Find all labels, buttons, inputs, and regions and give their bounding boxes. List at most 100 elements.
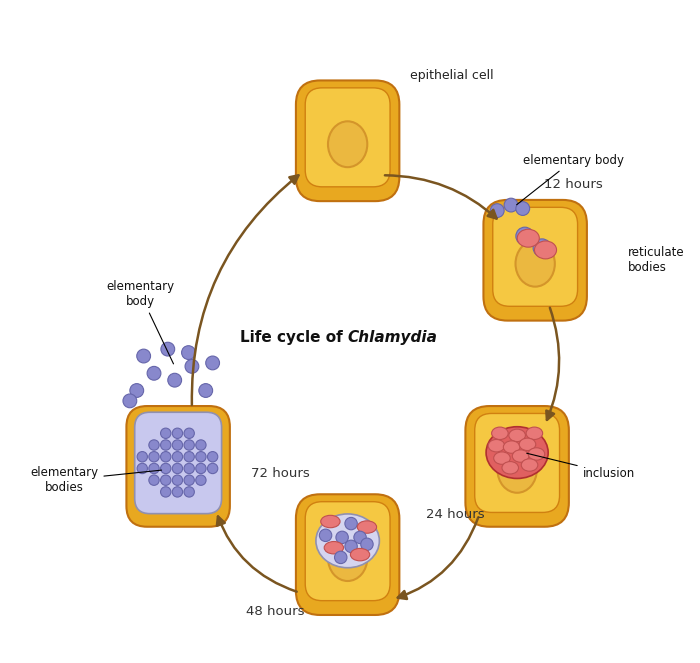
Circle shape xyxy=(196,452,206,462)
Text: elementary
bodies: elementary bodies xyxy=(30,466,162,494)
Circle shape xyxy=(207,463,218,473)
Circle shape xyxy=(147,367,161,380)
Circle shape xyxy=(336,531,349,544)
Text: elementary body: elementary body xyxy=(517,154,624,205)
Circle shape xyxy=(360,538,373,550)
Circle shape xyxy=(184,487,195,497)
Ellipse shape xyxy=(528,448,545,460)
Circle shape xyxy=(533,239,551,257)
FancyArrowPatch shape xyxy=(217,516,297,591)
Ellipse shape xyxy=(328,535,368,581)
Circle shape xyxy=(149,452,159,462)
Circle shape xyxy=(184,428,195,438)
Ellipse shape xyxy=(515,241,555,286)
Circle shape xyxy=(160,463,171,473)
Circle shape xyxy=(345,517,357,530)
Circle shape xyxy=(185,359,199,373)
Circle shape xyxy=(160,487,171,497)
FancyBboxPatch shape xyxy=(134,412,222,514)
Ellipse shape xyxy=(486,427,548,479)
Circle shape xyxy=(196,440,206,450)
Text: epithelial cell: epithelial cell xyxy=(410,69,494,82)
Circle shape xyxy=(137,463,148,473)
Text: 48 hours: 48 hours xyxy=(246,605,304,618)
Circle shape xyxy=(172,463,183,473)
FancyArrowPatch shape xyxy=(385,175,496,219)
Circle shape xyxy=(516,227,534,245)
Ellipse shape xyxy=(503,441,520,453)
Ellipse shape xyxy=(498,447,537,493)
FancyBboxPatch shape xyxy=(493,208,578,306)
Circle shape xyxy=(181,345,195,359)
Circle shape xyxy=(516,202,530,215)
Ellipse shape xyxy=(491,427,508,440)
Circle shape xyxy=(345,540,357,552)
Circle shape xyxy=(172,428,183,438)
Ellipse shape xyxy=(535,241,556,259)
Circle shape xyxy=(160,475,171,485)
Circle shape xyxy=(172,452,183,462)
Circle shape xyxy=(160,440,171,450)
Circle shape xyxy=(184,440,195,450)
Circle shape xyxy=(207,452,218,462)
Ellipse shape xyxy=(526,427,542,440)
Circle shape xyxy=(168,373,181,387)
Ellipse shape xyxy=(519,438,536,451)
Ellipse shape xyxy=(321,515,340,528)
Text: Life cycle of: Life cycle of xyxy=(239,330,348,345)
FancyBboxPatch shape xyxy=(475,414,559,512)
Ellipse shape xyxy=(517,229,539,247)
Ellipse shape xyxy=(488,440,505,452)
FancyBboxPatch shape xyxy=(484,200,587,321)
Ellipse shape xyxy=(502,461,519,474)
Ellipse shape xyxy=(351,548,370,561)
Circle shape xyxy=(172,487,183,497)
Circle shape xyxy=(130,384,143,397)
Ellipse shape xyxy=(509,429,526,442)
FancyArrowPatch shape xyxy=(192,175,298,405)
FancyBboxPatch shape xyxy=(296,495,400,615)
Ellipse shape xyxy=(316,514,379,568)
Circle shape xyxy=(149,440,159,450)
Circle shape xyxy=(206,356,220,370)
Text: elementary
body: elementary body xyxy=(106,280,174,364)
Text: reticulate
bodies: reticulate bodies xyxy=(629,246,685,274)
Ellipse shape xyxy=(328,121,368,167)
FancyArrowPatch shape xyxy=(546,308,559,420)
Circle shape xyxy=(196,463,206,473)
Circle shape xyxy=(137,452,148,462)
FancyBboxPatch shape xyxy=(305,502,390,601)
Ellipse shape xyxy=(512,450,529,462)
FancyArrowPatch shape xyxy=(398,517,478,599)
FancyBboxPatch shape xyxy=(296,80,400,201)
Circle shape xyxy=(161,342,175,356)
Circle shape xyxy=(123,394,136,408)
Circle shape xyxy=(335,551,347,564)
Circle shape xyxy=(319,529,332,542)
Circle shape xyxy=(172,475,183,485)
Ellipse shape xyxy=(324,542,344,554)
Circle shape xyxy=(490,204,504,217)
Circle shape xyxy=(199,384,213,397)
Text: inclusion: inclusion xyxy=(526,453,635,480)
Circle shape xyxy=(149,463,159,473)
Text: Chlamydia: Chlamydia xyxy=(348,330,438,345)
FancyBboxPatch shape xyxy=(305,88,390,187)
FancyBboxPatch shape xyxy=(127,406,230,526)
Ellipse shape xyxy=(357,521,377,533)
Circle shape xyxy=(160,428,171,438)
Text: 24 hours: 24 hours xyxy=(426,508,484,521)
Ellipse shape xyxy=(522,459,538,471)
Circle shape xyxy=(160,452,171,462)
Circle shape xyxy=(354,531,366,544)
Circle shape xyxy=(136,349,150,363)
Circle shape xyxy=(184,475,195,485)
Circle shape xyxy=(504,198,518,212)
Circle shape xyxy=(196,475,206,485)
Text: 72 hours: 72 hours xyxy=(251,467,309,480)
FancyBboxPatch shape xyxy=(466,406,569,526)
Circle shape xyxy=(149,475,159,485)
Circle shape xyxy=(172,440,183,450)
Circle shape xyxy=(184,452,195,462)
Text: 12 hours: 12 hours xyxy=(544,178,603,191)
